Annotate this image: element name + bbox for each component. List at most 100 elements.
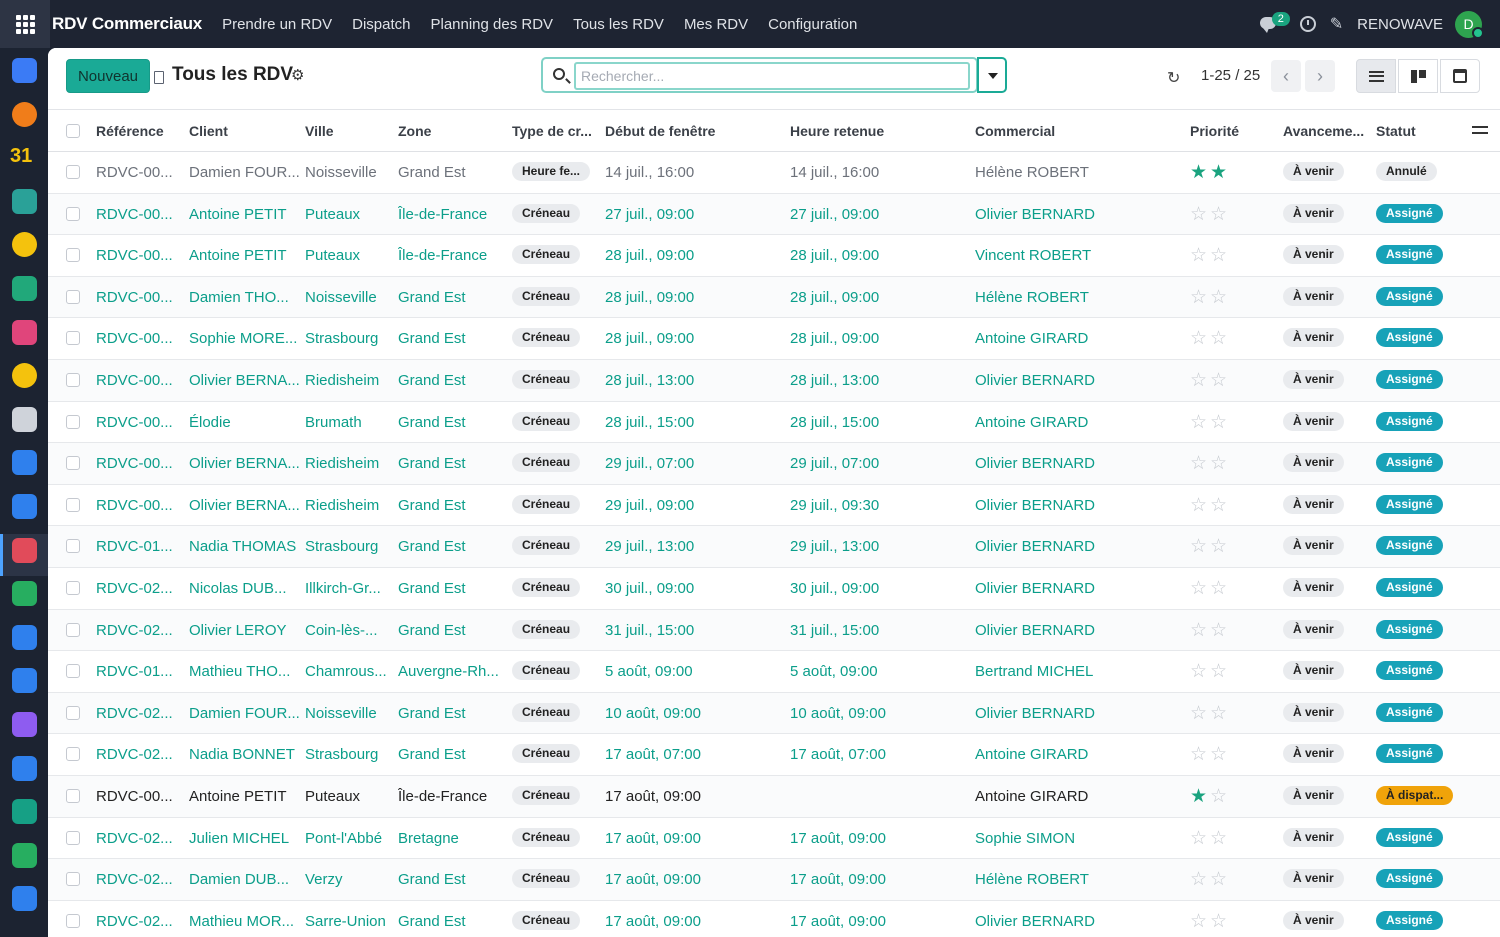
table-row[interactable]: RDVC-01... Nadia THOMAS Strasbourg Grand Es… — [48, 526, 1500, 568]
star-empty-icon[interactable]: ☆ — [1210, 869, 1231, 891]
star-empty-icon[interactable]: ☆ — [1210, 411, 1231, 433]
pager-next-button[interactable]: › — [1305, 60, 1335, 92]
table-row[interactable]: RDVC-00... Olivier BERNA... Riedisheim Gran… — [48, 359, 1500, 402]
row-checkbox[interactable] — [66, 414, 80, 429]
menu-item-3[interactable]: Tous les RDV — [573, 15, 664, 33]
menu-item-1[interactable]: Dispatch — [352, 15, 411, 33]
column-header-commercial[interactable]: Commercial — [975, 123, 1056, 139]
column-header-reference[interactable]: Référence — [96, 123, 164, 139]
star-empty-icon[interactable]: ☆ — [1190, 411, 1211, 433]
column-header-statut[interactable]: Statut — [1376, 123, 1416, 139]
priority-stars[interactable]: ☆☆ — [1190, 702, 1230, 725]
priority-stars[interactable]: ☆☆ — [1190, 910, 1230, 933]
row-checkbox[interactable] — [66, 664, 80, 679]
row-checkbox[interactable] — [66, 788, 80, 803]
messaging-button[interactable]: 2 — [1258, 9, 1290, 39]
sidebar-blue-app-16-icon[interactable] — [12, 755, 37, 781]
table-row[interactable]: RDVC-00... Olivier BERNA... Riedisheim Gran… — [48, 485, 1500, 527]
list-view-button[interactable] — [1356, 59, 1396, 93]
sidebar-teal-app-17-icon[interactable] — [12, 799, 37, 825]
row-checkbox[interactable] — [66, 206, 80, 221]
sidebar-gem-6-icon[interactable] — [12, 319, 37, 345]
sidebar-contacts-5-icon[interactable] — [12, 276, 37, 301]
star-empty-icon[interactable]: ☆ — [1190, 286, 1211, 308]
star-empty-icon[interactable]: ☆ — [1190, 203, 1211, 225]
star-empty-icon[interactable]: ☆ — [1190, 245, 1211, 267]
star-empty-icon[interactable]: ☆ — [1190, 577, 1211, 599]
priority-stars[interactable]: ☆☆ — [1190, 327, 1230, 350]
table-row[interactable]: RDVC-02... Nadia BONNET Strasbourg Grand Es… — [48, 734, 1500, 776]
search-options-toggle[interactable] — [977, 57, 1007, 93]
row-checkbox[interactable] — [66, 872, 80, 887]
menu-item-0[interactable]: Prendre un RDV — [222, 15, 333, 33]
magic-wand-icon[interactable]: ✎ — [1329, 16, 1344, 33]
star-empty-icon[interactable]: ☆ — [1190, 661, 1211, 683]
table-row[interactable]: RDVC-02... Julien MICHEL Pont-l'Abbé Bretag… — [48, 818, 1500, 860]
star-empty-icon[interactable]: ☆ — [1190, 869, 1211, 891]
star-empty-icon[interactable]: ☆ — [1210, 577, 1231, 599]
priority-stars[interactable]: ☆☆ — [1190, 286, 1230, 309]
sidebar-dashboard-11-icon[interactable] — [12, 537, 37, 563]
sidebar-blue-app-9-icon[interactable] — [12, 450, 37, 476]
star-empty-icon[interactable]: ☆ — [1210, 619, 1231, 641]
table-row[interactable]: RDVC-00... Olivier BERNA... Riedisheim Gran… — [48, 443, 1500, 485]
refresh-icon[interactable]: ↻ — [1167, 70, 1181, 87]
menu-item-2[interactable]: Planning des RDV — [430, 15, 554, 33]
row-checkbox[interactable] — [66, 497, 80, 512]
row-checkbox[interactable] — [66, 580, 80, 595]
priority-stars[interactable]: ★★ — [1190, 161, 1230, 184]
column-header-avancement[interactable]: Avanceme... — [1283, 123, 1365, 139]
pager-value[interactable]: 1-25 / 25 — [1201, 67, 1261, 84]
row-checkbox[interactable] — [66, 289, 80, 304]
menu-item-4[interactable]: Mes RDV — [683, 15, 749, 33]
priority-stars[interactable]: ☆☆ — [1190, 577, 1230, 600]
sidebar-target-7-icon[interactable] — [12, 363, 37, 389]
sidebar-check-app-19-icon[interactable] — [12, 886, 37, 912]
pager-previous-button[interactable]: ‹ — [1271, 60, 1301, 92]
row-checkbox[interactable] — [66, 705, 80, 720]
star-empty-icon[interactable]: ☆ — [1190, 827, 1211, 849]
priority-stars[interactable]: ☆☆ — [1190, 244, 1230, 267]
sidebar-blue-app-14-icon[interactable] — [12, 668, 37, 694]
star-empty-icon[interactable]: ☆ — [1190, 536, 1211, 558]
sidebar-calendar-31-2-icon[interactable]: 31 — [10, 145, 33, 168]
row-checkbox[interactable] — [66, 830, 80, 845]
star-empty-icon[interactable]: ☆ — [1190, 328, 1211, 350]
table-row[interactable]: RDVC-00... Antoine PETIT Puteaux Île-de-Fra… — [48, 193, 1500, 236]
star-empty-icon[interactable]: ☆ — [1190, 619, 1211, 641]
search-input[interactable] — [574, 62, 970, 90]
column-header-zone[interactable]: Zone — [398, 123, 432, 139]
apps-menu-button[interactable] — [0, 0, 50, 48]
star-empty-icon[interactable]: ☆ — [1210, 910, 1231, 932]
sidebar-bank-8-icon[interactable] — [12, 406, 37, 432]
table-row[interactable]: RDVC-02... Nicolas DUB... Illkirch-Gr... Gr… — [48, 568, 1500, 610]
table-row[interactable]: RDVC-00... Élodie Brumath Grand Est 28 juil.… — [48, 402, 1500, 444]
row-checkbox[interactable] — [66, 165, 80, 179]
table-row[interactable]: RDVC-00... Antoine PETIT Puteaux Île-de-Fra… — [48, 235, 1500, 277]
table-row[interactable]: RDVC-00... Sophie MORE... Strasbourg Grand … — [48, 318, 1500, 360]
row-checkbox[interactable] — [66, 913, 80, 928]
star-empty-icon[interactable]: ☆ — [1210, 494, 1231, 516]
star-empty-icon[interactable]: ☆ — [1190, 494, 1211, 516]
activity-clock-icon[interactable] — [1299, 16, 1316, 32]
table-row[interactable]: RDVC-02... Damien DUB... Verzy Grand Est 17 … — [48, 859, 1500, 901]
priority-stars[interactable]: ☆☆ — [1190, 452, 1230, 475]
star-empty-icon[interactable]: ☆ — [1210, 785, 1231, 807]
table-row[interactable]: RDVC-02... Mathieu MOR... Sarre-Union Grand… — [48, 901, 1500, 937]
row-checkbox[interactable] — [66, 539, 80, 554]
star-filled-icon[interactable]: ★ — [1190, 785, 1211, 807]
menu-item-5[interactable]: Configuration — [768, 15, 858, 33]
star-empty-icon[interactable]: ☆ — [1210, 661, 1231, 683]
priority-stars[interactable]: ☆☆ — [1190, 868, 1230, 891]
company-switcher[interactable]: RENOWAVE — [1357, 15, 1443, 33]
column-header-priorite[interactable]: Priorité — [1190, 123, 1240, 139]
star-filled-icon[interactable]: ★ — [1210, 162, 1231, 183]
row-checkbox[interactable] — [66, 456, 80, 471]
star-empty-icon[interactable]: ☆ — [1210, 286, 1231, 308]
table-row[interactable]: RDVC-00... Damien FOUR... Noisseville Grand… — [48, 152, 1500, 194]
row-checkbox[interactable] — [66, 622, 80, 637]
star-empty-icon[interactable]: ☆ — [1210, 744, 1231, 766]
sidebar-calendar-app-10-icon[interactable] — [12, 494, 37, 519]
optional-columns-icon[interactable] — [1472, 124, 1488, 136]
row-checkbox[interactable] — [66, 372, 80, 387]
